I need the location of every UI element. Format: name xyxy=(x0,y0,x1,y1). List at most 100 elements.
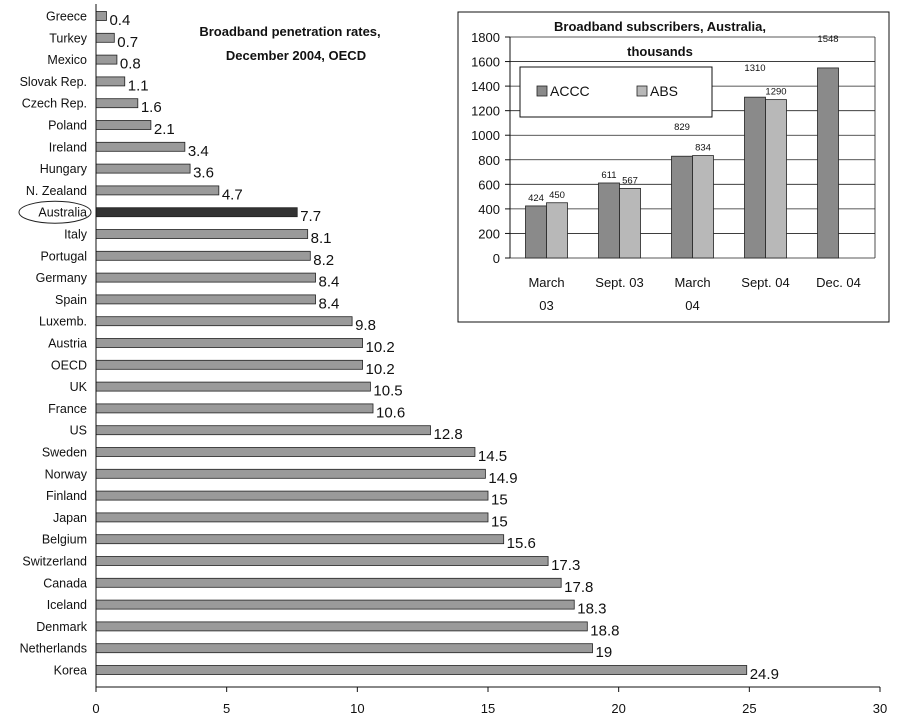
category-label: Canada xyxy=(43,576,87,590)
inset-data-label: 567 xyxy=(622,175,638,186)
inset-bar-abs xyxy=(765,99,787,259)
inset-data-label: 829 xyxy=(674,122,690,133)
value-label: 1.6 xyxy=(141,99,162,116)
inset-category-label-line2: 03 xyxy=(539,298,553,313)
value-label: 0.8 xyxy=(120,56,141,73)
value-label: 8.4 xyxy=(319,295,340,312)
x-tick-label: 20 xyxy=(611,701,625,716)
category-label: Portugal xyxy=(40,249,87,263)
inset-data-label: 1290 xyxy=(765,87,786,98)
inset-y-tick-label: 400 xyxy=(478,202,500,217)
inset-y-tick-label: 800 xyxy=(478,153,500,168)
category-label: Belgium xyxy=(42,533,87,547)
inset-data-label: 424 xyxy=(528,193,544,204)
x-tick-label: 10 xyxy=(350,701,364,716)
value-label: 15 xyxy=(491,513,508,530)
value-label: 2.1 xyxy=(154,121,175,138)
value-label: 18.8 xyxy=(590,622,619,639)
value-label: 7.7 xyxy=(300,208,321,225)
category-label: Japan xyxy=(53,511,87,525)
x-tick-label: 30 xyxy=(873,701,887,716)
category-label: US xyxy=(70,424,87,438)
inset-title-backing xyxy=(515,18,815,34)
value-label: 3.4 xyxy=(188,143,209,160)
value-label: 8.2 xyxy=(313,252,334,269)
inset-data-label: 1548 xyxy=(817,34,838,45)
category-label: Hungary xyxy=(40,162,88,176)
inset-data-label: 611 xyxy=(601,170,616,181)
legend-swatch-abs xyxy=(636,85,648,97)
category-label: Australia xyxy=(38,206,87,220)
inset-bar-abs xyxy=(692,155,714,259)
value-label: 14.5 xyxy=(478,448,507,465)
inset-y-tick-label: 1400 xyxy=(471,79,500,94)
inset-bar-accc xyxy=(744,96,766,259)
inset-data-label: 450 xyxy=(549,190,565,201)
value-label: 8.4 xyxy=(319,274,340,291)
category-label: Turkey xyxy=(49,31,87,45)
value-label: 0.7 xyxy=(117,34,138,51)
category-label: Switzerland xyxy=(22,555,87,569)
category-label: Finland xyxy=(46,489,87,503)
value-label: 24.9 xyxy=(750,666,779,683)
inset-y-tick-label: 1600 xyxy=(471,55,500,70)
inset-category-label: March xyxy=(528,275,564,290)
inset-data-label: 1310 xyxy=(744,63,765,74)
value-label: 8.1 xyxy=(311,230,332,247)
x-tick-label: 15 xyxy=(481,701,495,716)
inset-category-label: March xyxy=(674,275,710,290)
value-label: 3.6 xyxy=(193,165,214,182)
inset-bar-accc xyxy=(525,205,547,259)
inset-bar-abs xyxy=(546,202,568,259)
category-label: OECD xyxy=(51,358,87,372)
category-label: Greece xyxy=(46,10,87,24)
inset-bar-accc xyxy=(598,182,620,259)
value-label: 10.6 xyxy=(376,404,405,421)
inset-bar-abs xyxy=(619,187,641,259)
main-chart-title-line2: December 2004, OECD xyxy=(226,48,366,63)
inset-chart-title-line2: thousands xyxy=(627,44,693,59)
category-label: Ireland xyxy=(49,140,87,154)
category-label: Denmark xyxy=(36,620,87,634)
category-label: Korea xyxy=(54,664,87,678)
x-tick-label: 25 xyxy=(742,701,756,716)
inset-y-tick-label: 1200 xyxy=(471,104,500,119)
category-label: Poland xyxy=(48,119,87,133)
legend-swatch-accc xyxy=(536,85,548,97)
value-label: 15.6 xyxy=(507,535,536,552)
inset-category-label: Dec. 04 xyxy=(816,275,861,290)
legend-label-accc: ACCC xyxy=(550,83,590,99)
category-label: Sweden xyxy=(42,446,87,460)
category-label: Spain xyxy=(55,293,87,307)
inset-y-tick-label: 200 xyxy=(478,226,500,241)
inset-bar-accc xyxy=(671,155,693,259)
value-label: 12.8 xyxy=(434,426,463,443)
value-label: 15 xyxy=(491,492,508,509)
inset-category-label-line2: 04 xyxy=(685,298,699,313)
category-label: Italy xyxy=(64,228,88,242)
inset-y-tick-label: 600 xyxy=(478,177,500,192)
category-label: Luxemb. xyxy=(39,315,87,329)
main-chart-title-line1: Broadband penetration rates, xyxy=(199,24,380,39)
value-label: 17.8 xyxy=(564,579,593,596)
category-label: Netherlands xyxy=(20,642,87,656)
value-label: 18.3 xyxy=(577,601,606,618)
value-label: 19 xyxy=(596,644,613,661)
value-label: 10.2 xyxy=(366,339,395,356)
value-label: 1.1 xyxy=(128,77,149,94)
inset-y-tick-label: 0 xyxy=(493,251,500,266)
category-label: Germany xyxy=(36,271,88,285)
value-label: 0.4 xyxy=(109,12,130,29)
category-label: Czech Rep. xyxy=(22,97,87,111)
inset-data-label: 834 xyxy=(695,143,711,154)
highlight-circle xyxy=(18,200,92,224)
category-label: France xyxy=(48,402,87,416)
inset-y-tick-label: 1000 xyxy=(471,128,500,143)
inset-bar-accc xyxy=(817,67,839,259)
inset-category-label: Sept. 04 xyxy=(741,275,789,290)
category-label: Slovak Rep. xyxy=(20,75,87,89)
value-label: 9.8 xyxy=(355,317,376,334)
